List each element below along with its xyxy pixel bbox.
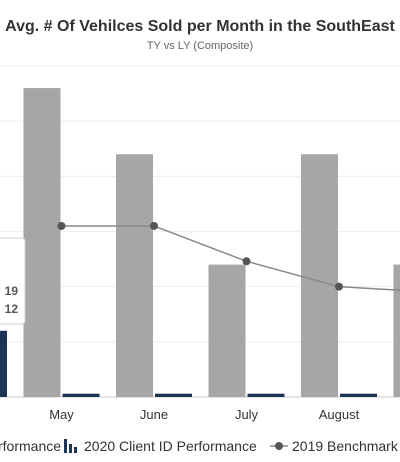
benchmark-point[interactable] (150, 221, 158, 230)
bar-2020[interactable] (340, 393, 377, 397)
legend-label: 2019 Benchmark (292, 438, 399, 454)
x-tick-label: May (49, 407, 74, 422)
tooltip-value: 19 (5, 284, 19, 298)
benchmark-line (57, 221, 400, 292)
bar-2020[interactable] (247, 393, 285, 397)
benchmark-point[interactable] (335, 282, 343, 291)
bar-2019[interactable] (208, 264, 246, 397)
benchmark-point[interactable] (57, 221, 66, 230)
tooltip-box (0, 237, 26, 325)
bar-2019[interactable] (393, 264, 400, 397)
chart-title: Avg. # Of Vehilces Sold per Month in the… (5, 18, 395, 35)
bar-chart-icon (64, 439, 77, 453)
bar-2019[interactable] (116, 154, 153, 397)
bar-2020[interactable] (155, 393, 192, 397)
legend-label: 2020 Client ID Performance (84, 438, 257, 454)
legend: rformance 2020 Client ID Performance 201… (0, 438, 399, 454)
bar-2019[interactable] (23, 88, 61, 398)
x-tick-label: August (319, 407, 360, 422)
bars (0, 88, 400, 398)
benchmark-point[interactable] (242, 257, 251, 266)
bar-2020[interactable] (0, 330, 7, 397)
tooltip-value: 12 (5, 302, 19, 316)
line-marker-icon (270, 442, 288, 450)
bar-2020[interactable] (62, 393, 100, 397)
tooltip: 19 12 (0, 237, 26, 325)
legend-label: rformance (0, 438, 61, 454)
x-tick-label: July (235, 407, 259, 422)
grid-lines (0, 65, 400, 398)
bar-2019[interactable] (301, 154, 338, 397)
x-tick-label: June (140, 407, 168, 422)
chart-subtitle: TY vs LY (Composite) (147, 40, 253, 52)
x-axis-ticks: MayJuneJulyAugustS (49, 407, 360, 422)
